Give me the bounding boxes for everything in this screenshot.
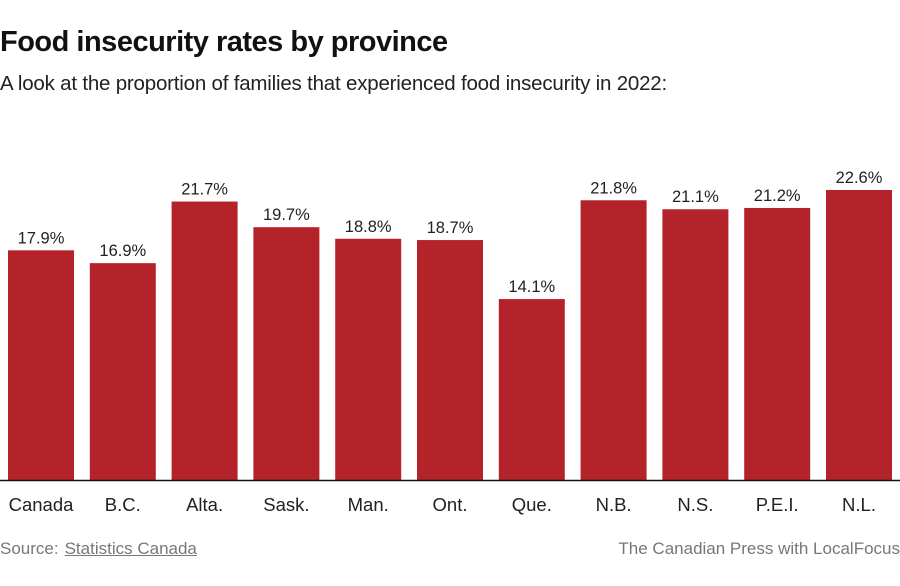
- source-link[interactable]: Statistics Canada: [64, 539, 197, 558]
- category-labels-group: Canada B.C. Alta. Sask. Man. Ont. Que. N.B. N.S.…: [9, 494, 876, 515]
- source-note: Source: Statistics Canada: [0, 539, 197, 559]
- bar-nl: [826, 190, 892, 480]
- bar-canada: [8, 250, 74, 480]
- category-label: Sask.: [263, 494, 309, 515]
- value-labels-group: 17.9% 16.9% 21.7% 19.7% 18.8% 18.7% 14.1% 21.8%…: [18, 169, 883, 296]
- bar-alta: [171, 201, 238, 480]
- category-label: Ont.: [433, 494, 468, 515]
- value-label: 18.7%: [427, 219, 474, 237]
- bar-que: [498, 299, 565, 480]
- bars-group: [8, 190, 892, 480]
- bar-pei: [744, 207, 811, 480]
- value-label: 21.1%: [672, 188, 719, 206]
- value-label: 17.9%: [18, 229, 65, 247]
- value-label: 21.7%: [181, 181, 228, 199]
- category-label: Canada: [9, 494, 75, 515]
- chart-title: Food insecurity rates by province: [0, 26, 448, 58]
- bar-sask: [253, 227, 320, 480]
- bar-bc: [89, 263, 156, 480]
- bar-ont: [417, 240, 483, 480]
- value-label: 21.8%: [590, 179, 637, 197]
- value-label: 19.7%: [263, 206, 310, 224]
- category-label: N.S.: [677, 494, 713, 515]
- chart-subtitle: A look at the proportion of families tha…: [0, 72, 668, 95]
- bar-ns: [662, 209, 729, 480]
- category-label: P.E.I.: [756, 494, 799, 515]
- value-label: 21.2%: [754, 187, 801, 205]
- category-label: N.B.: [596, 494, 632, 515]
- category-label: Que.: [512, 494, 552, 515]
- credit-note: The Canadian Press with LocalFocus: [618, 539, 900, 558]
- value-label: 22.6%: [836, 169, 883, 187]
- category-label: N.L.: [842, 494, 876, 515]
- category-label: Alta.: [186, 494, 223, 515]
- bar-man: [335, 238, 402, 480]
- category-label: B.C.: [105, 494, 141, 515]
- category-label: Man.: [348, 494, 389, 515]
- value-label: 18.8%: [345, 218, 392, 236]
- value-label: 14.1%: [508, 278, 555, 296]
- source-label: Source:: [0, 539, 59, 558]
- value-label: 16.9%: [99, 242, 146, 260]
- bar-nb: [580, 200, 647, 480]
